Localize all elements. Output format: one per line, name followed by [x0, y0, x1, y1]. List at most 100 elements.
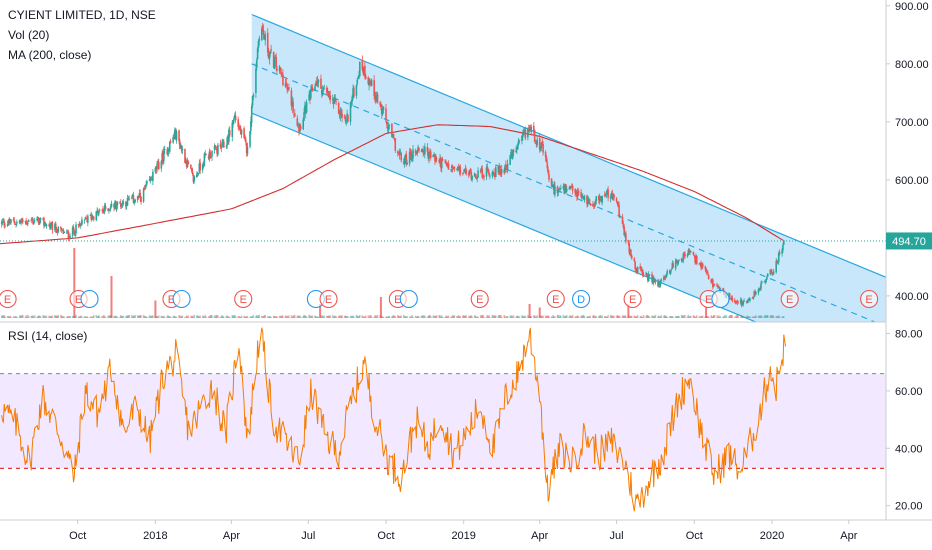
earnings-marker-label: E [168, 294, 175, 306]
volume-bar [174, 315, 176, 318]
candle-body [24, 220, 27, 222]
candle-body [291, 100, 294, 107]
volume-bar [700, 315, 702, 318]
volume-bar [494, 315, 496, 318]
candle-body [528, 127, 531, 132]
candle-body [456, 168, 458, 171]
candle-body [686, 254, 689, 257]
earnings-marker-icon[interactable] [711, 289, 730, 309]
candle-body [529, 128, 532, 131]
volume-indicator-label[interactable]: Vol (20) [8, 28, 50, 42]
candle-body [157, 162, 160, 170]
volume-bar [406, 316, 408, 318]
volume-bar [664, 316, 667, 318]
volume-bar [49, 316, 51, 318]
volume-bar [304, 315, 306, 318]
earnings-marker-icon[interactable] [623, 289, 642, 309]
candle-body [545, 157, 548, 162]
candle-body [535, 143, 538, 145]
candle-body [279, 67, 282, 72]
candle-body [598, 196, 600, 201]
volume-bar [359, 315, 361, 318]
candle-body [251, 96, 254, 106]
volume-bar [157, 315, 160, 318]
volume-bar [162, 316, 164, 318]
candle-body [588, 199, 591, 204]
candle-body [184, 149, 186, 163]
volume-bar [412, 316, 414, 318]
rsi-axis[interactable]: 20.00 40.00 60.00 80.00 [886, 328, 923, 513]
volume-bar [775, 316, 778, 318]
candle-body [446, 164, 449, 167]
earnings-marker-icon[interactable] [0, 289, 17, 309]
volume-bar [261, 316, 264, 318]
candle-body [191, 171, 194, 175]
candle-body [219, 143, 222, 147]
candle-body [675, 260, 678, 262]
volume-bar [408, 316, 411, 318]
volume-bar [304, 315, 307, 318]
volume-bar [104, 316, 107, 318]
candle-body [258, 38, 261, 41]
volume-bar [145, 316, 147, 318]
volume-bar [399, 316, 402, 318]
candle-body [400, 153, 402, 161]
rsi-path [1, 327, 786, 512]
candle-body [428, 154, 430, 160]
candle-body [98, 211, 100, 215]
volume-bar [701, 316, 703, 318]
earnings-marker-icon[interactable] [80, 289, 99, 309]
volume-bar [717, 315, 720, 318]
volume-bar [272, 316, 275, 318]
earnings-marker-icon[interactable] [470, 289, 489, 309]
time-axis[interactable]: Oct 2018 Apr Jul Oct 2019 Apr Jul Oct 2020 Apr [69, 520, 858, 542]
rsi-pane[interactable] [0, 327, 886, 512]
volume-bar [210, 315, 212, 318]
candle-body [735, 301, 738, 303]
candle-body [512, 149, 515, 153]
candle-body [470, 172, 473, 180]
volume-bar [453, 315, 456, 318]
candle-body [274, 58, 277, 59]
earnings-marker-icon[interactable] [546, 289, 565, 309]
candle-body [575, 192, 577, 195]
earnings-marker-icon[interactable] [172, 289, 191, 309]
candle-body [485, 167, 488, 177]
candle-body [635, 267, 637, 270]
candle-body [451, 166, 454, 169]
volume-bar [160, 315, 163, 318]
volume-bar [735, 315, 738, 318]
candle-body [690, 251, 692, 253]
volume-bar [131, 316, 134, 318]
candle-body [14, 224, 17, 225]
candle-body [505, 167, 508, 169]
earnings-marker-icon[interactable] [860, 289, 879, 309]
candle-body [582, 196, 585, 200]
volume-bar [494, 315, 497, 318]
candle-body [616, 202, 619, 203]
candle-body [315, 82, 317, 86]
earnings-marker-icon[interactable] [319, 289, 338, 309]
channel-mid-line[interactable] [251, 63, 886, 327]
volume-bar [717, 316, 719, 318]
earnings-marker-icon[interactable] [234, 289, 253, 309]
volume-bar [150, 316, 152, 318]
candle-body [668, 269, 671, 274]
candle-body [249, 131, 251, 147]
earnings-marker-icon[interactable] [399, 289, 418, 309]
volume-bar [75, 314, 77, 318]
candle-body [408, 151, 411, 164]
candle-body [296, 118, 299, 127]
volume-bar [683, 316, 685, 318]
ma-indicator-label[interactable]: MA (200, close) [8, 48, 92, 62]
dividend-marker-icon[interactable] [572, 289, 591, 309]
channel-lower-line[interactable] [251, 112, 886, 376]
symbol-title[interactable]: CYIENT LIMITED, 1D, NSE [8, 8, 156, 22]
volume-bar [422, 314, 424, 318]
rsi-indicator-label[interactable]: RSI (14, close) [8, 329, 88, 343]
candle-body [374, 95, 376, 98]
earnings-marker-icon[interactable] [780, 289, 799, 309]
